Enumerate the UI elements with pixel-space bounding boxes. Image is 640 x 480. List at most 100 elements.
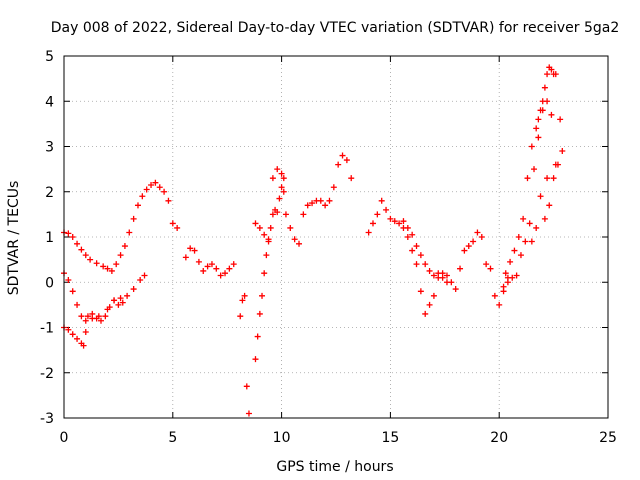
data-point [426, 267, 433, 274]
data-point [383, 206, 390, 213]
data-point [256, 310, 263, 317]
data-point [108, 267, 115, 274]
data-point [291, 236, 298, 243]
data-point [126, 229, 133, 236]
data-point [261, 270, 268, 277]
data-point [89, 310, 96, 317]
data-point [195, 258, 202, 265]
data-point [413, 261, 420, 268]
data-point [274, 166, 281, 173]
data-point [182, 254, 189, 261]
data-point [208, 261, 215, 268]
data-point [74, 335, 81, 342]
series-track-e [237, 292, 252, 417]
data-point [409, 247, 416, 254]
data-point [470, 238, 477, 245]
data-point [535, 116, 542, 123]
data-point [200, 267, 207, 274]
data-point [137, 276, 144, 283]
data-point [280, 175, 287, 182]
data-point [169, 220, 176, 227]
data-point [130, 286, 137, 293]
data-point [417, 252, 424, 259]
x-axis-label: GPS time / hours [276, 459, 393, 475]
data-point [528, 143, 535, 150]
data-point [533, 125, 540, 132]
data-point [335, 161, 342, 168]
data-point [141, 272, 148, 279]
data-point [69, 288, 76, 295]
data-point [507, 258, 514, 265]
data-point [343, 157, 350, 164]
data-point [522, 238, 529, 245]
data-point [259, 292, 266, 299]
data-point [74, 301, 81, 308]
data-point [69, 331, 76, 338]
data-point [165, 197, 172, 204]
data-point [287, 224, 294, 231]
data-point [111, 297, 118, 304]
y-tick-label: -1 [40, 321, 54, 337]
series-track-f [252, 175, 287, 363]
data-point [322, 202, 329, 209]
data-point [426, 301, 433, 308]
data-point [391, 218, 398, 225]
data-point [457, 265, 464, 272]
data-point [78, 246, 85, 253]
data-point [148, 181, 155, 188]
data-point [78, 313, 85, 320]
data-point [252, 356, 259, 363]
data-point [474, 229, 481, 236]
data-point [554, 161, 561, 168]
data-point [161, 188, 168, 195]
data-point [252, 220, 259, 227]
series-track-d [182, 245, 237, 279]
data-point [263, 252, 270, 259]
y-tick-label: 3 [45, 140, 54, 156]
data-point [550, 175, 557, 182]
series-track-a [61, 179, 181, 274]
data-point [97, 317, 104, 324]
data-point [548, 111, 555, 118]
data-point [241, 292, 248, 299]
data-point [348, 175, 355, 182]
data-point [430, 272, 437, 279]
data-point [82, 317, 89, 324]
data-point [491, 292, 498, 299]
data-point [544, 175, 551, 182]
data-point [239, 297, 246, 304]
data-point [400, 218, 407, 225]
data-point [552, 71, 559, 78]
data-point [65, 230, 72, 237]
data-point [65, 326, 72, 333]
data-point [82, 329, 89, 336]
y-tick-label: 1 [45, 230, 54, 246]
data-point [515, 234, 522, 240]
data-point [513, 272, 520, 279]
data-point [369, 220, 376, 227]
y-tick-label: 0 [45, 275, 54, 291]
data-point [93, 260, 100, 267]
plot-frame [63, 55, 609, 419]
data-point [504, 279, 511, 286]
data-point [548, 66, 555, 73]
data-point [278, 184, 285, 191]
data-point [544, 98, 551, 105]
data-point [526, 220, 533, 227]
y-tick-label: -3 [40, 411, 54, 427]
data-point [339, 152, 346, 159]
data-point [245, 410, 252, 417]
data-point [317, 197, 324, 204]
data-point [174, 224, 181, 231]
x-tick-label: 0 [60, 430, 69, 446]
data-point [187, 245, 194, 252]
data-point [531, 166, 538, 173]
x-tick-label: 10 [273, 430, 291, 446]
series-track-g [252, 152, 355, 247]
data-point [535, 134, 542, 141]
data-point [134, 202, 141, 209]
data-point [465, 243, 472, 250]
series-track-h [365, 197, 450, 317]
data-point [478, 234, 485, 240]
